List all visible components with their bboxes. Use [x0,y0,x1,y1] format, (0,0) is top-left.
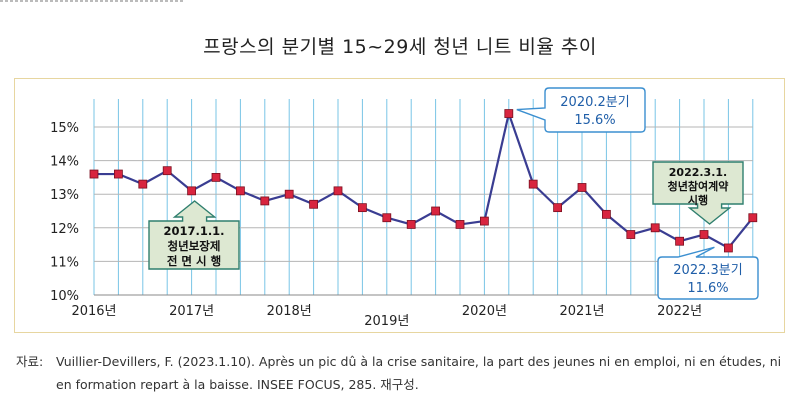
source-label: 자료: [16,354,44,369]
x-year-label: 2017년 [169,304,214,319]
data-point [504,109,514,118]
chart-svg: 10% 11% 12% 13% 14% 15% 2016년 2017년 2018년 2019년 20… [50,87,759,329]
data-point [138,179,148,189]
data-point [333,186,343,196]
callout-policy-2022-text: 2022.3.1. [669,166,727,179]
data-point [675,236,684,246]
x-year-label: 2016년 [71,304,116,319]
y-tick-label: 15% [50,121,79,136]
data-point [162,166,172,176]
data-point [602,209,611,219]
x-year-label: 2019년 [364,314,409,329]
y-tick-label: 12% [50,222,79,237]
data-point [724,243,733,253]
data-point [284,189,294,199]
x-year-label: 2021년 [559,304,604,319]
source-text: Vuillier-Devillers, F. (2023.1.10). Aprè… [56,354,782,392]
data-point [528,179,538,189]
data-point [406,220,416,229]
chart-frame: 10% 11% 12% 13% 14% 15% 2016년 2017년 2018년 2019년 20… [14,78,785,333]
callout-policy-2017-text: 청년보장제 [168,239,221,253]
data-point [187,186,197,196]
callout-policy-2017-text: 2017.1.1. [163,224,224,238]
data-point [626,230,636,239]
page-title: 프랑스의 분기별 15~29세 청년 니트 비율 추이 [203,36,597,58]
data-point [89,169,99,179]
data-point [748,213,758,223]
callout-covid-peak-text: 15.6% [574,113,615,128]
data-point [455,220,465,229]
callout-covid-peak [516,87,646,133]
y-tick-label: 11% [50,255,79,270]
data-point [357,203,367,213]
data-point [382,213,392,223]
data-point [309,199,319,209]
callout-policy-2022 [652,161,744,225]
callout-low-2022-text: 2022.3분기 [673,263,742,278]
y-tick-label: 10% [50,289,79,304]
data-point [479,216,489,226]
data-point [553,203,562,213]
data-point [260,196,270,206]
callout-policy-2022-text: 청년참여계약 [668,179,729,193]
callout-policy-2017 [148,200,240,270]
callout-policy-2022-text: 시행 [688,193,708,207]
data-point [431,206,441,216]
x-year-label: 2020년 [462,304,507,319]
y-tick-label: 14% [50,155,79,170]
y-tick-label: 13% [50,188,79,203]
data-point [577,183,587,192]
callout-low-2022 [657,246,759,300]
data-point [650,223,660,233]
x-year-label: 2022년 [657,304,702,319]
callout-covid-peak-text: 2020.2분기 [560,95,629,110]
data-point [211,173,221,182]
callout-low-2022-text: 11.6% [687,281,728,296]
source-note: 자료: Vuillier-Devillers, F. (2023.1.10). A… [16,350,791,396]
series-line [94,112,754,250]
callout-policy-2017-text: 전 면 시 행 [167,254,221,268]
data-point [114,169,123,179]
top-dotted-rule [0,0,185,2]
data-point [235,186,245,196]
x-year-label: 2018년 [267,304,312,319]
data-point [699,230,709,239]
